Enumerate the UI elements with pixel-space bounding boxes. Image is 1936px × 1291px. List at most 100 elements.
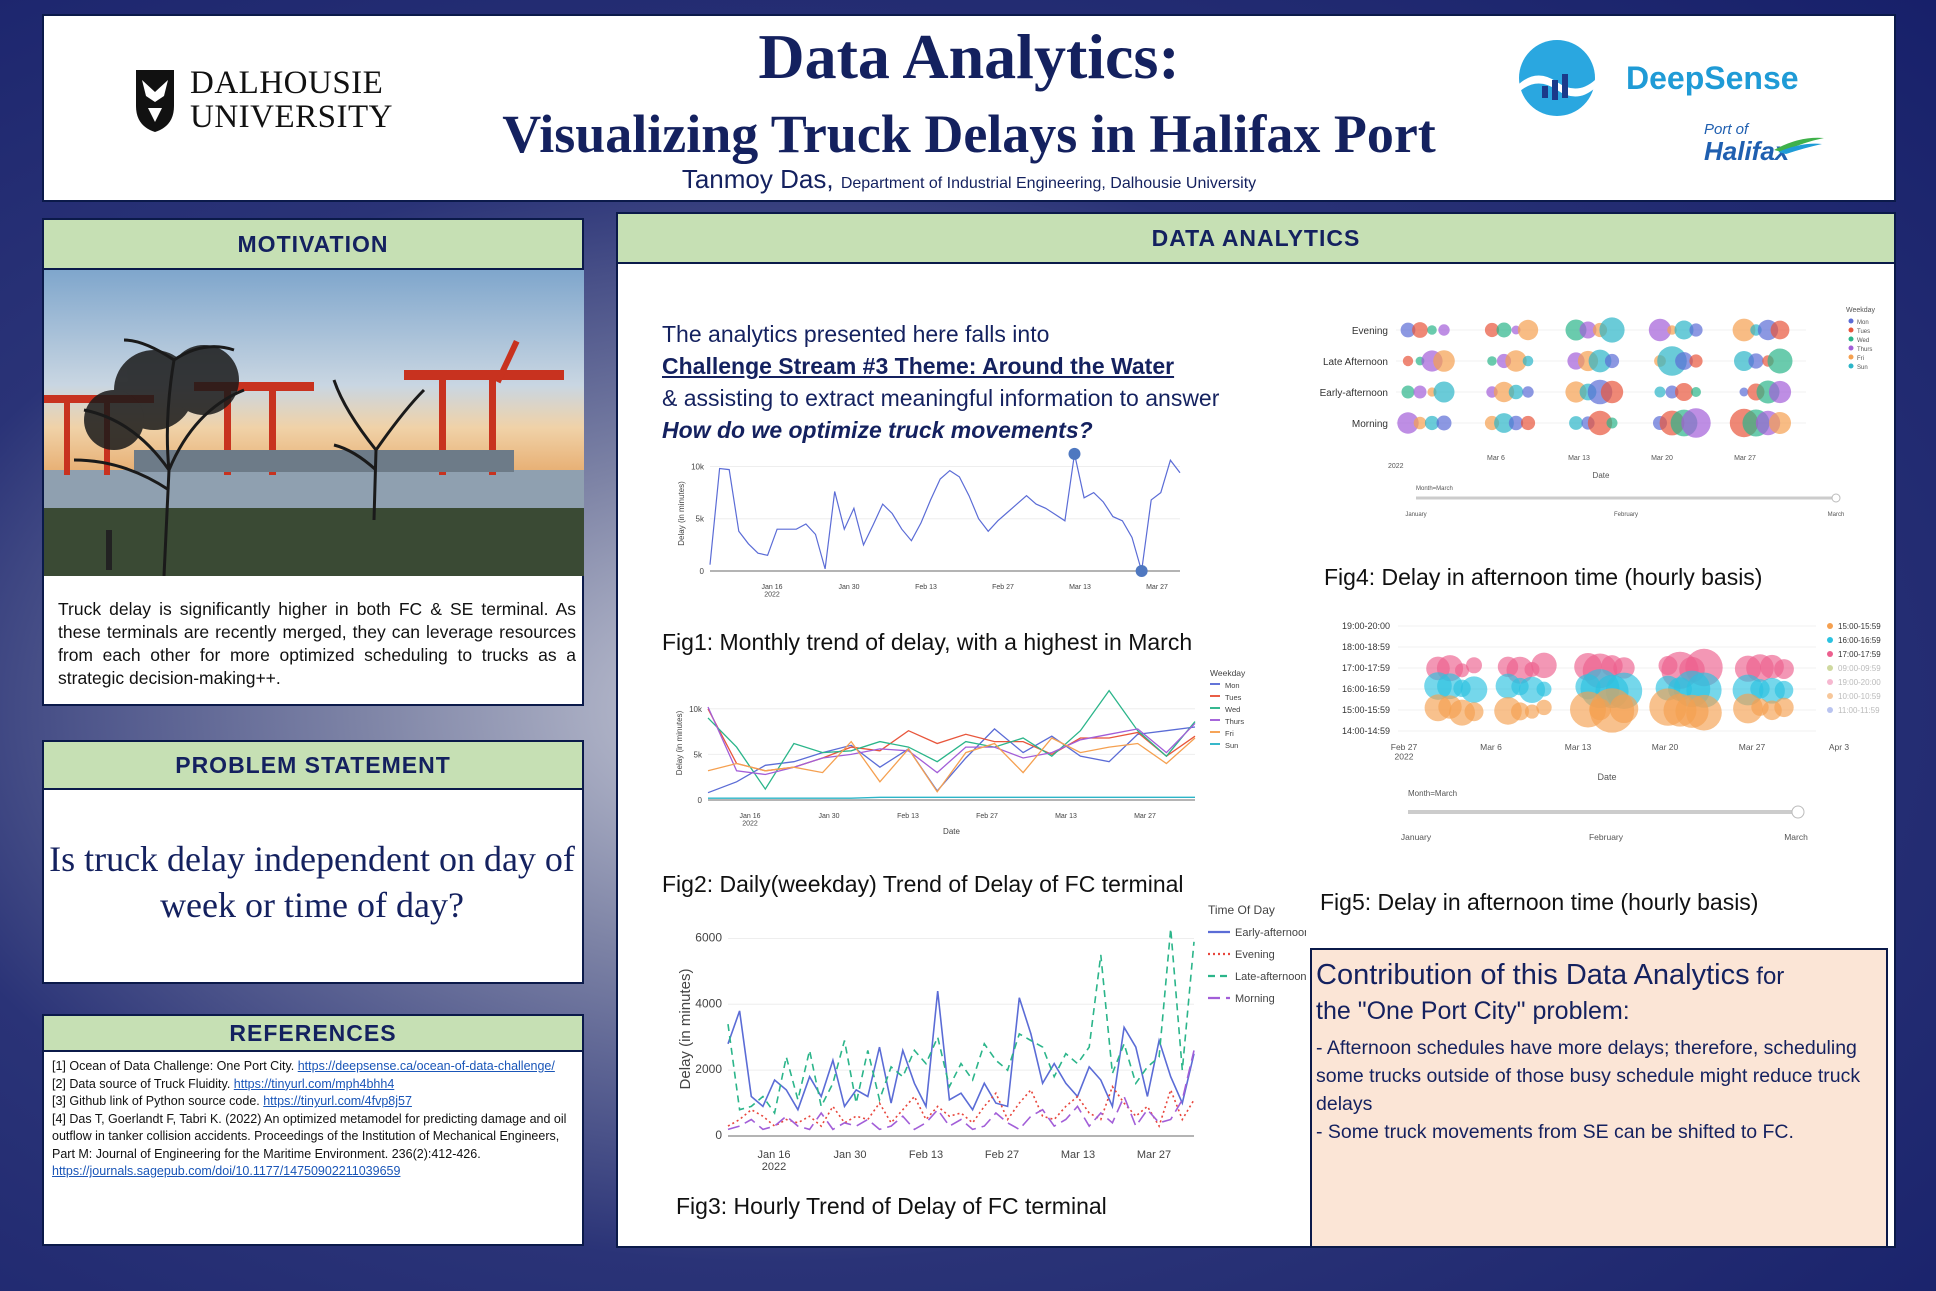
highlight-point — [1068, 447, 1081, 460]
dalhousie-logo: DALHOUSIE UNIVERSITY — [134, 66, 393, 134]
bubble — [1681, 408, 1711, 438]
reference-link[interactable]: https://tinyurl.com/mph4bhh4 — [233, 1076, 395, 1091]
x-tick-label: Mar 27 — [1734, 455, 1756, 462]
deepsense-logo-text: DeepSense — [1626, 59, 1799, 96]
legend-entry: Wed — [1225, 705, 1240, 714]
slider-label: Month=March — [1416, 486, 1453, 492]
y-tick-label: 10k — [689, 705, 703, 714]
bubble — [1770, 320, 1790, 340]
bubble — [1455, 663, 1469, 678]
slider-tick-label: February — [1589, 832, 1624, 842]
bubble — [1565, 319, 1587, 341]
row-label: 18:00-18:59 — [1342, 642, 1390, 652]
reference-link[interactable]: https://tinyurl.com/4fvp8j57 — [263, 1094, 412, 1108]
poster-header: Data Analytics: Visualizing Truck Delays… — [42, 14, 1896, 202]
x-axis-label: Date — [1597, 772, 1616, 782]
y-axis-label: Delay (in minutes) — [675, 710, 684, 775]
fig5-caption: Fig5: Delay in afternoon time (hourly ba… — [1320, 889, 1759, 915]
row-label: 15:00-15:59 — [1342, 705, 1390, 715]
intro-line: The analytics presented here falls into — [662, 321, 1050, 347]
legend-swatch — [1848, 363, 1854, 369]
y-axis-label: Delay (in minutes) — [677, 969, 694, 1090]
fig4-chart: Evening Late Afternoon Early-afternoon Morn… — [1320, 307, 1876, 518]
slider-tick-label: February — [1614, 512, 1638, 518]
row-label: 17:00-17:59 — [1342, 663, 1390, 673]
x-tick-label: Feb 13 — [909, 1149, 943, 1161]
bubble — [1675, 352, 1693, 370]
bubble — [1401, 385, 1415, 399]
legend-swatch — [1827, 693, 1833, 699]
bubble — [1565, 381, 1587, 403]
poster-title: Data Analytics: — [758, 21, 1180, 92]
problem-heading: PROBLEM STATEMENT — [44, 742, 582, 790]
dalhousie-shield-icon — [136, 70, 174, 132]
bubble — [1487, 356, 1497, 366]
bubble — [1496, 322, 1512, 338]
references-panel: REFERENCES — [42, 1014, 584, 1246]
legend-entry: 10:00-10:59 — [1838, 692, 1881, 701]
bubble — [1433, 381, 1455, 403]
x-tick-label: Jan 16 2022 — [761, 584, 782, 599]
legend-swatch — [1827, 637, 1833, 643]
bubble — [1675, 383, 1693, 401]
x-tick-label: Feb 27 — [985, 1149, 1019, 1161]
bubble — [1436, 415, 1452, 431]
bubble — [1609, 694, 1639, 724]
reference-item: [1] Ocean of Data Challenge: One Port Ci… — [52, 1059, 555, 1073]
bubble — [1520, 415, 1536, 431]
legend-entry: 15:00-15:59 — [1838, 622, 1881, 631]
reference-link[interactable]: https://journals.sagepub.com/doi/10.1177… — [52, 1164, 401, 1178]
contribution-box: Contribution of this Data Analytics for … — [1310, 948, 1888, 1248]
bubble — [1397, 412, 1419, 434]
legend-swatch — [1848, 318, 1854, 324]
contribution-subtitle: the "One Port City" problem: — [1316, 997, 1630, 1025]
legend-entry: Morning — [1235, 993, 1275, 1005]
x-tick-label: Feb 27 — [992, 584, 1014, 591]
bubble — [1648, 318, 1672, 342]
slider-tick-label: March — [1784, 832, 1808, 842]
legend-swatch — [1827, 623, 1833, 629]
fig3-chart: 0 2000 4000 6000 Jan 16 2022 Jan 30 Feb 13 Feb 2… — [677, 903, 1306, 1173]
reference-link[interactable]: https://deepsense.ca/ocean-of-data-chall… — [297, 1059, 555, 1073]
x-tick-label: Mar 27 — [1137, 1149, 1171, 1161]
deepsense-logo: DeepSense — [1502, 38, 1799, 118]
author-line: Tanmoy Das, Department of Industrial Eng… — [44, 164, 1894, 199]
bubble — [1508, 415, 1524, 431]
fig4-caption: Fig4: Delay in afternoon time (hourly ba… — [1324, 564, 1763, 590]
legend-swatch — [1848, 327, 1854, 333]
legend-entry: 19:00-20:00 — [1838, 678, 1881, 687]
bubble — [1536, 699, 1552, 716]
bubble — [1654, 386, 1666, 398]
x-tick-label: Jan 30 — [838, 584, 859, 591]
row-label: Morning — [1352, 419, 1388, 430]
bubble — [1460, 676, 1488, 703]
reference-list: [1] Ocean of Data Challenge: One Port Ci… — [52, 1058, 572, 1181]
contribution-bullet: - Afternoon schedules have more delays; … — [1316, 1037, 1861, 1115]
dalhousie-logo-line2: UNIVERSITY — [190, 99, 393, 135]
bubble — [1413, 416, 1427, 430]
x-tick-label: Mar 13 — [1069, 584, 1091, 591]
x-tick-label: Mar 27 — [1739, 742, 1766, 752]
bubble — [1438, 324, 1450, 336]
legend-entry: 09:00-09:59 — [1838, 664, 1881, 673]
y-tick-label: 0 — [698, 796, 703, 805]
legend-entry: Late-afternoon — [1235, 971, 1306, 983]
x-axis-label: Date — [943, 827, 960, 836]
legend-entry: Early-afternoon — [1235, 927, 1306, 939]
bubble — [1518, 676, 1546, 703]
bubble — [1400, 322, 1416, 338]
legend-swatch — [1827, 707, 1833, 713]
series-line — [707, 726, 1196, 794]
series-line — [707, 689, 1196, 791]
x-tick-label: Jan 30 — [833, 1149, 866, 1161]
fig1-caption: Fig1: Monthly trend of delay, with a hig… — [662, 629, 1193, 655]
slider-handle — [1831, 493, 1841, 503]
bubble — [1767, 348, 1793, 374]
bubble — [1511, 702, 1529, 721]
bubble — [1768, 380, 1792, 404]
problem-question: Is truck delay independent on day of wee… — [49, 839, 575, 925]
bubble — [1774, 680, 1794, 700]
legend-entry: Fri — [1225, 729, 1234, 738]
y-tick-label: 0 — [715, 1128, 722, 1142]
x-tick-label: Mar 6 — [1487, 455, 1505, 462]
